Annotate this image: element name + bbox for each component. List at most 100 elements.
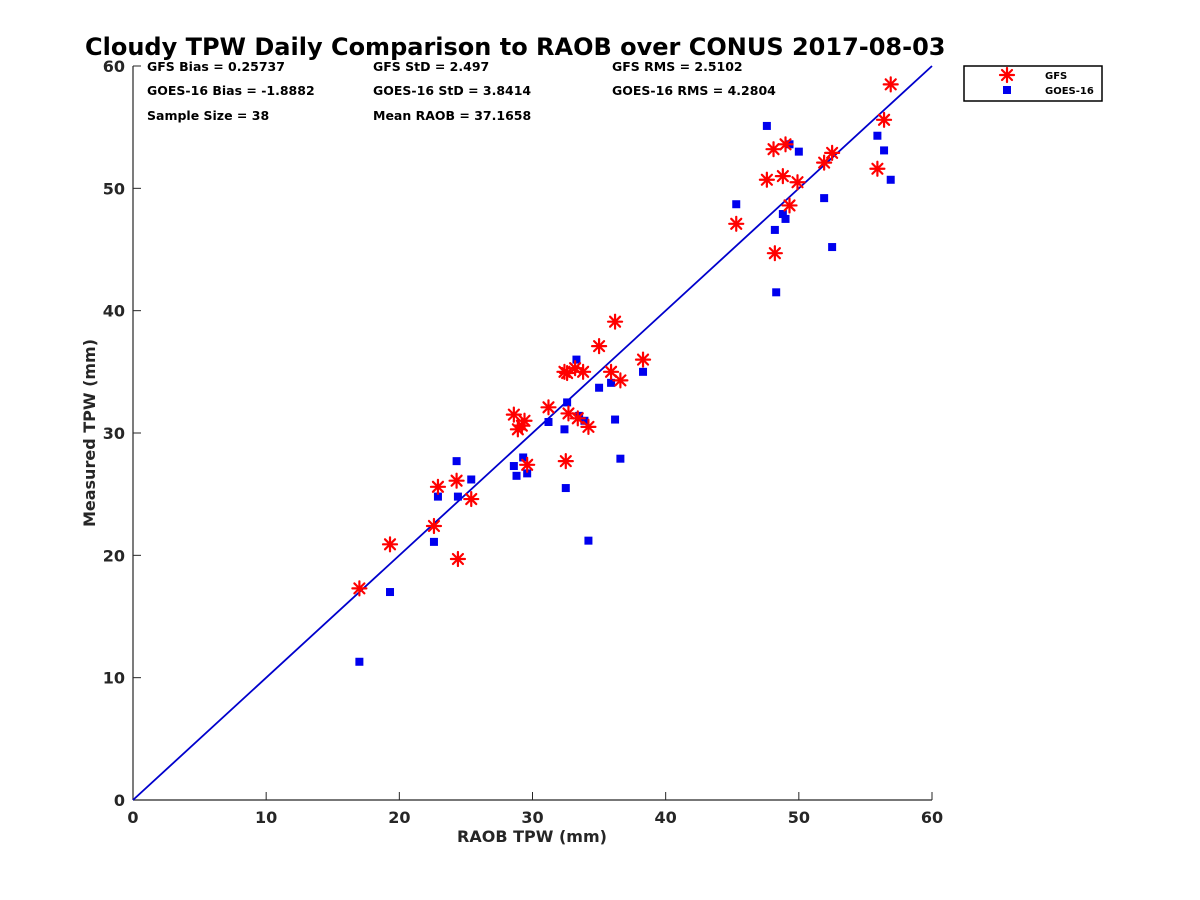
data-point-goes16 xyxy=(639,367,648,376)
data-point-goes16 xyxy=(523,469,532,478)
data-series xyxy=(351,76,899,666)
data-point-gfs xyxy=(351,580,368,597)
legend-goes16-label: GOES-16 xyxy=(1045,86,1094,97)
data-point-goes16 xyxy=(386,588,395,597)
data-point-goes16 xyxy=(453,492,462,501)
legend-gfs-label: GFS xyxy=(1045,71,1067,82)
data-point-gfs xyxy=(777,136,794,153)
data-point-gfs xyxy=(449,550,467,568)
data-point-goes16 xyxy=(452,457,461,466)
data-point-goes16 xyxy=(794,147,803,156)
x-axis-label: RAOB TPW (mm) xyxy=(457,827,607,846)
data-point-goes16 xyxy=(778,210,787,219)
data-point-goes16 xyxy=(762,121,771,130)
sample-size-text: Sample Size = 38 xyxy=(147,108,269,123)
legend-gfs-marker xyxy=(998,66,1016,84)
data-point-goes16 xyxy=(563,398,572,407)
data-point-gfs xyxy=(575,363,592,380)
data-point-gfs xyxy=(774,168,791,185)
data-point-goes16 xyxy=(560,425,569,434)
data-point-gfs xyxy=(728,215,745,232)
data-point-goes16 xyxy=(611,415,620,424)
plot-axes: 0 10 20 30 40 50 60 0 10 20 30 40 50 60 xyxy=(103,57,943,827)
one-to-one-line xyxy=(132,65,933,801)
data-point-goes16 xyxy=(595,383,604,392)
gfs-rms-text: GFS RMS = 2.5102 xyxy=(612,59,743,74)
data-point-goes16 xyxy=(886,175,895,184)
data-point-goes16 xyxy=(828,243,837,252)
x-tick-label: 40 xyxy=(655,808,677,827)
data-point-goes16 xyxy=(509,462,518,471)
data-point-gfs xyxy=(429,478,447,495)
data-point-goes16 xyxy=(781,214,790,223)
data-point-goes16 xyxy=(616,454,625,463)
y-tick-label: 30 xyxy=(103,424,125,443)
chart-title: Cloudy TPW Daily Comparison to RAOB over… xyxy=(85,33,945,61)
y-tick-label: 60 xyxy=(103,57,125,76)
data-point-gfs xyxy=(569,410,586,427)
data-point-goes16 xyxy=(584,536,593,545)
data-point-goes16 xyxy=(770,225,779,234)
data-point-gfs xyxy=(765,141,782,158)
y-tick-label: 40 xyxy=(103,302,125,321)
y-tick-label: 10 xyxy=(103,669,125,688)
y-axis-label: Measured TPW (mm) xyxy=(80,339,99,527)
data-point-gfs xyxy=(816,154,833,171)
legend: GFS GOES-16 xyxy=(963,65,1103,102)
series-goes-16 xyxy=(355,121,895,666)
data-point-goes16 xyxy=(433,492,442,501)
goes16-rms-text: GOES-16 RMS = 4.2804 xyxy=(612,83,776,98)
data-point-gfs xyxy=(612,372,629,389)
data-point-goes16 xyxy=(512,471,521,480)
x-tick-label: 0 xyxy=(127,808,138,827)
data-point-gfs xyxy=(875,111,893,128)
data-point-goes16 xyxy=(873,131,882,140)
data-point-gfs xyxy=(590,338,608,355)
data-point-gfs xyxy=(448,472,465,489)
data-point-gfs xyxy=(425,517,443,535)
data-point-gfs xyxy=(606,313,624,330)
data-point-goes16 xyxy=(572,355,581,364)
data-point-goes16 xyxy=(561,484,570,493)
data-point-goes16 xyxy=(732,200,741,209)
data-point-gfs xyxy=(505,406,522,423)
data-point-gfs xyxy=(540,399,557,416)
x-tick-label: 50 xyxy=(788,808,810,827)
data-point-gfs xyxy=(580,418,597,435)
y-tick-label: 50 xyxy=(103,179,125,198)
y-tick-label: 20 xyxy=(103,546,125,565)
x-tick-label: 10 xyxy=(255,808,277,827)
data-point-goes16 xyxy=(355,657,364,666)
x-tick-label: 60 xyxy=(921,808,943,827)
data-point-gfs xyxy=(758,171,775,188)
data-point-gfs xyxy=(516,412,533,429)
data-point-goes16 xyxy=(820,194,829,203)
statistics-block: GFS Bias = 0.25737 GFS StD = 2.497 GFS R… xyxy=(147,59,776,123)
data-point-gfs xyxy=(463,490,480,508)
data-point-goes16 xyxy=(429,537,438,546)
data-point-goes16 xyxy=(580,416,589,425)
y-tick-label: 0 xyxy=(114,791,125,810)
data-point-goes16 xyxy=(772,288,781,297)
data-point-gfs xyxy=(882,76,899,93)
series-gfs xyxy=(351,76,899,597)
legend-box xyxy=(963,65,1103,102)
data-point-gfs xyxy=(519,456,536,473)
data-point-gfs xyxy=(789,174,806,191)
data-point-gfs xyxy=(869,160,886,177)
gfs-std-text: GFS StD = 2.497 xyxy=(373,59,489,74)
reference-line-group xyxy=(132,65,933,801)
data-point-goes16 xyxy=(880,146,889,155)
data-point-gfs xyxy=(781,197,798,214)
goes16-bias-text: GOES-16 Bias = -1.8882 xyxy=(147,83,315,98)
data-point-gfs xyxy=(559,364,576,382)
gfs-bias-text: GFS Bias = 0.25737 xyxy=(147,59,285,74)
x-tick-label: 20 xyxy=(388,808,410,827)
x-tick-label: 30 xyxy=(521,808,543,827)
mean-raob-text: Mean RAOB = 37.1658 xyxy=(373,108,531,123)
data-point-goes16 xyxy=(544,417,553,426)
data-point-goes16 xyxy=(519,453,528,462)
data-point-gfs xyxy=(557,453,574,470)
